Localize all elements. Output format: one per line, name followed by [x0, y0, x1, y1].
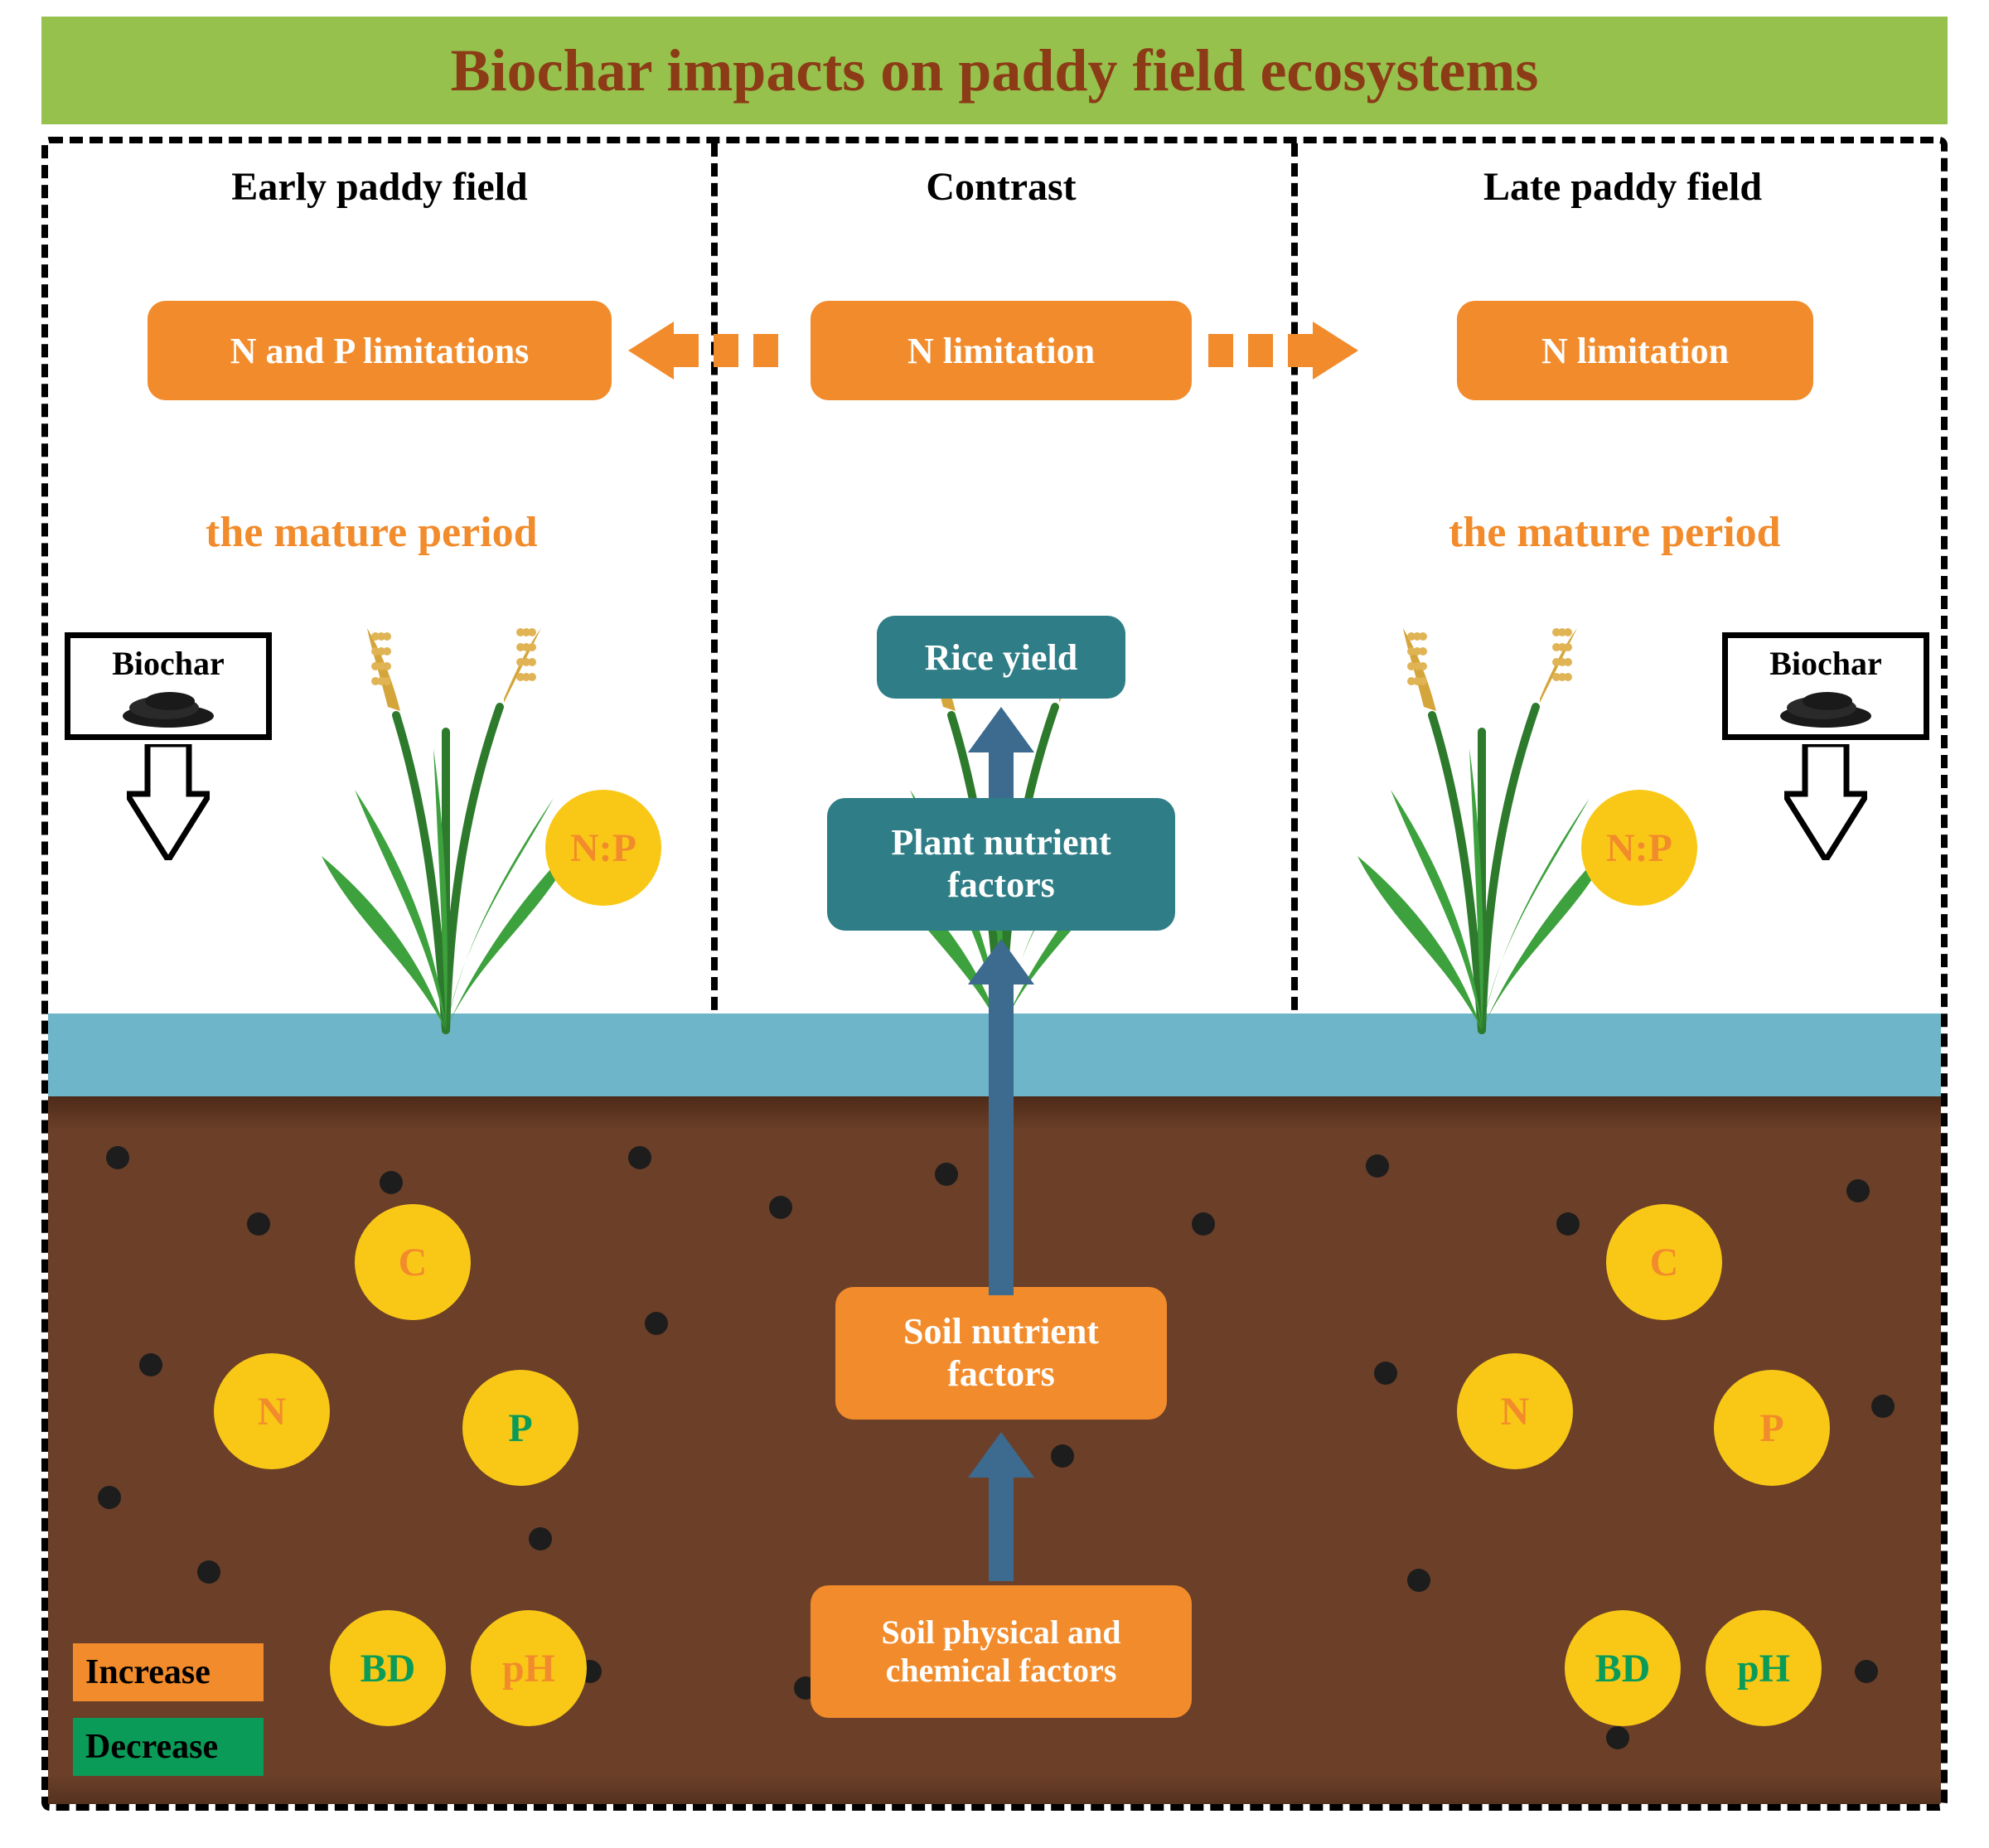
soil-particle-dot	[98, 1486, 121, 1509]
col-header-right: Late paddy field	[1291, 164, 1948, 210]
circle-ph-right-label: pH	[1737, 1646, 1790, 1691]
arrow-right-shaft1	[1288, 334, 1313, 367]
biochar-pile-icon-left	[119, 683, 218, 728]
arrow-left-gap2	[738, 334, 753, 367]
arrow-right-shaft3	[1208, 334, 1233, 367]
arrow-left-gap1	[699, 334, 714, 367]
circle-bd-right-label: BD	[1595, 1646, 1651, 1691]
circle-bd-left: BD	[330, 1610, 446, 1726]
v-arrow-3	[968, 1432, 1034, 1581]
arrow-right	[1208, 322, 1358, 380]
soil-particle-dot	[1556, 1212, 1580, 1236]
biochar-arrow-right	[1784, 744, 1867, 860]
pill-n-limitation-center: N limitation	[811, 301, 1192, 400]
main-frame: Early paddy field Contrast Late paddy fi…	[41, 137, 1948, 1811]
arrow-left-shaft2	[714, 334, 738, 367]
biochar-pile-icon-right	[1776, 683, 1875, 728]
diagram-canvas: Biochar impacts on paddy field ecosystem…	[0, 0, 1989, 1848]
legend-increase-label: Increase	[85, 1652, 211, 1692]
soil-particle-dot	[247, 1212, 270, 1236]
soil-particle-dot	[529, 1527, 552, 1550]
circle-np-right-label: N:P	[1606, 825, 1672, 871]
circle-p-left: P	[462, 1370, 578, 1486]
soil-particle-dot	[1407, 1569, 1430, 1592]
soil-particle-dot	[1855, 1660, 1878, 1683]
biochar-box-right: Biochar	[1722, 632, 1929, 740]
circle-c-right-label: C	[1650, 1240, 1679, 1285]
circle-bd-left-label: BD	[361, 1646, 416, 1691]
circle-ph-right: pH	[1706, 1610, 1822, 1726]
biochar-box-left: Biochar	[65, 632, 272, 740]
arrow-right-gap2	[1233, 334, 1248, 367]
mature-period-right: the mature period	[1449, 508, 1781, 557]
circle-ph-left: pH	[471, 1610, 587, 1726]
mature-period-left: the mature period	[206, 508, 538, 557]
soil-particle-dot	[1051, 1444, 1074, 1468]
title-bar: Biochar impacts on paddy field ecosystem…	[41, 17, 1948, 124]
soil-particle-dot	[197, 1560, 220, 1584]
legend-decrease-label: Decrease	[85, 1727, 218, 1767]
circle-n-right-label: N	[1501, 1389, 1530, 1434]
soil-particle-dot	[935, 1163, 958, 1186]
soil-particle-dot	[628, 1146, 651, 1169]
soil-particle-dot	[1366, 1154, 1389, 1178]
arrow-right-head	[1313, 322, 1358, 380]
v-arrow-1	[968, 707, 1034, 798]
circle-np-right: N:P	[1581, 790, 1697, 906]
soil-particle-dot	[1871, 1395, 1895, 1418]
pill-n-limitation-right: N limitation	[1457, 301, 1813, 400]
biochar-label-right: Biochar	[1769, 644, 1882, 683]
pill-plant-nutrient: Plant nutrient factors	[827, 798, 1175, 931]
circle-p-right: P	[1714, 1370, 1830, 1486]
pill-soil-phys-chem: Soil physical and chemical factors	[811, 1585, 1192, 1718]
arrow-left-shaft1	[674, 334, 699, 367]
legend-increase: Increase	[73, 1643, 264, 1701]
circle-c-left-label: C	[399, 1240, 428, 1285]
arrow-left	[628, 322, 778, 380]
arrow-left-head	[628, 322, 674, 380]
circle-p-left-label: P	[508, 1405, 532, 1451]
circle-c-right: C	[1606, 1204, 1722, 1320]
legend-decrease: Decrease	[73, 1718, 264, 1776]
pill-soil-nutrient: Soil nutrient factors	[835, 1287, 1167, 1420]
soil-particle-dot	[769, 1196, 792, 1219]
pill-rice-yield: Rice yield	[877, 616, 1125, 699]
biochar-label-left: Biochar	[112, 644, 225, 683]
soil-particle-dot	[645, 1312, 668, 1335]
arrow-right-gap1	[1273, 334, 1288, 367]
col-header-center: Contrast	[711, 164, 1291, 210]
circle-ph-left-label: pH	[502, 1646, 555, 1691]
circle-n-right: N	[1457, 1353, 1573, 1469]
v-arrow-2	[968, 939, 1034, 1295]
soil-particle-dot	[1192, 1212, 1215, 1236]
circle-n-left: N	[214, 1353, 330, 1469]
circle-np-left: N:P	[545, 790, 661, 906]
soil-particle-dot	[1374, 1362, 1397, 1385]
circle-np-left-label: N:P	[570, 825, 636, 871]
title-text: Biochar impacts on paddy field ecosystem…	[451, 36, 1539, 105]
circle-bd-right: BD	[1565, 1610, 1681, 1726]
soil-bottom-shade	[48, 1776, 1941, 1809]
soil-particle-dot	[1606, 1726, 1629, 1749]
circle-n-left-label: N	[258, 1389, 287, 1434]
pill-np-limitations: N and P limitations	[148, 301, 612, 400]
soil-particle-dot	[1846, 1179, 1870, 1202]
soil-particle-dot	[139, 1353, 162, 1376]
arrow-right-shaft2	[1248, 334, 1273, 367]
biochar-arrow-left	[127, 744, 210, 860]
circle-p-right-label: P	[1759, 1405, 1783, 1451]
col-header-left: Early paddy field	[48, 164, 711, 210]
arrow-left-shaft3	[753, 334, 778, 367]
soil-particle-dot	[380, 1171, 403, 1194]
soil-particle-dot	[106, 1146, 129, 1169]
circle-c-left: C	[355, 1204, 471, 1320]
